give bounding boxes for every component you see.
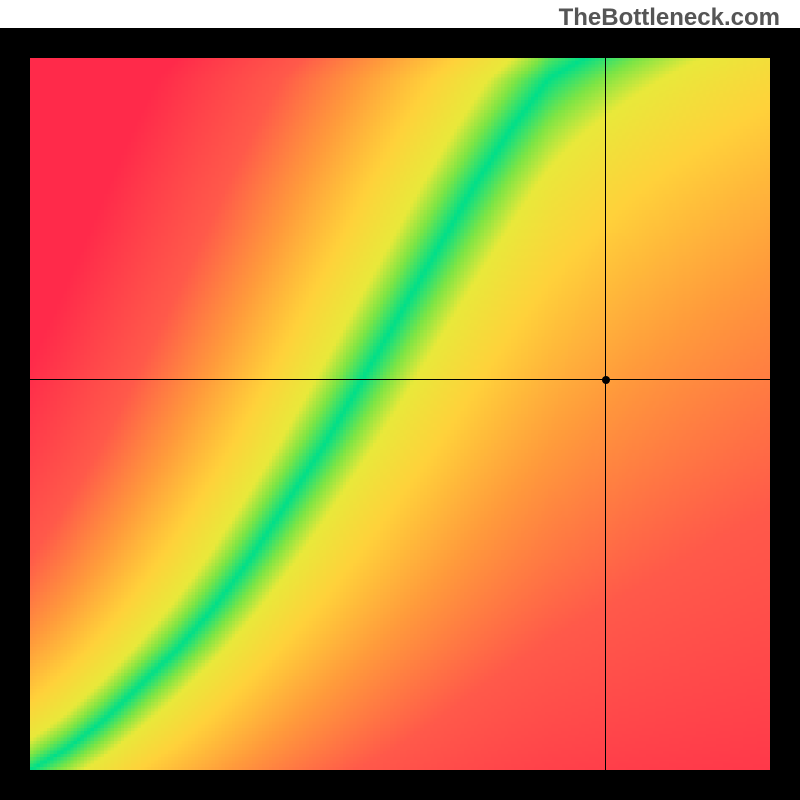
bottleneck-heatmap bbox=[30, 58, 770, 770]
watermark-text: TheBottleneck.com bbox=[559, 4, 780, 32]
crosshair-vertical bbox=[605, 58, 606, 770]
crosshair-horizontal bbox=[30, 379, 770, 380]
crosshair-dot bbox=[602, 376, 610, 384]
